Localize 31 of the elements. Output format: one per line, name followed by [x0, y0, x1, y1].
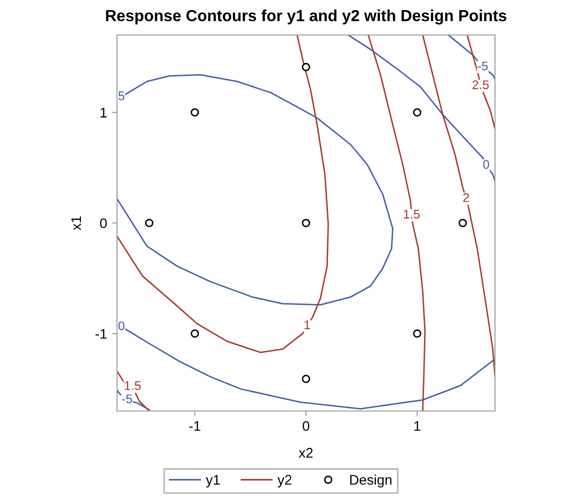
point [190, 108, 199, 117]
x-tick-label: -1 [189, 421, 200, 431]
x-tick-label: 0 [302, 421, 310, 431]
y-tick-label: 0 [100, 218, 107, 228]
y-axis-title: x1 [71, 216, 81, 230]
point [302, 218, 310, 228]
line-series [448, 35, 495, 80]
line-series [348, 35, 495, 182]
y-tick-label: -1 [96, 329, 107, 339]
annotation: -5 [122, 394, 132, 404]
line-series [117, 35, 329, 354]
annotation: -5 [478, 62, 488, 70]
point [190, 329, 199, 338]
point [302, 62, 310, 72]
line-series [368, 35, 426, 411]
legend-label: y2 [277, 474, 292, 488]
legend-label: y1 [206, 475, 220, 488]
point [145, 218, 154, 228]
line-series [117, 389, 150, 411]
point [413, 108, 422, 117]
line-series [422, 35, 495, 378]
y-tick-label: 1 [100, 108, 107, 118]
x-axis-title: x2 [298, 448, 313, 458]
legend-label: Design [350, 474, 392, 488]
point [413, 329, 422, 338]
point [302, 374, 310, 384]
line-series [117, 74, 394, 306]
chart-title: Response Contours for y1 and y2 with Design Points [106, 10, 506, 24]
line-series [466, 35, 495, 130]
x-tick-label: 1 [414, 421, 420, 431]
point [458, 218, 467, 228]
